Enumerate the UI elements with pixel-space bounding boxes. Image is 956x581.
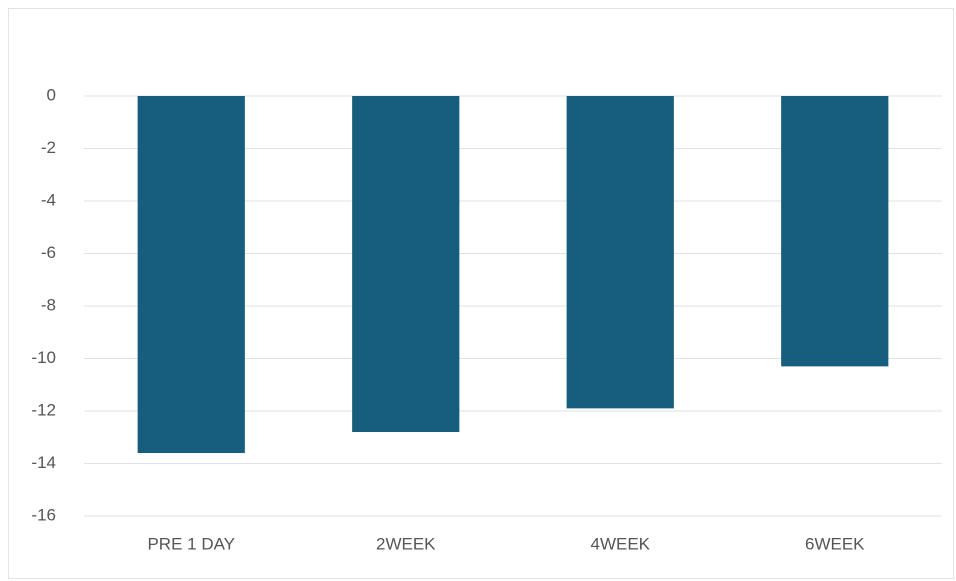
bar [781, 96, 889, 367]
y-tick-label: -14 [31, 453, 56, 472]
bar [566, 96, 674, 409]
y-tick-label: -4 [41, 190, 56, 209]
x-tick-label: PRE 1 DAY [147, 534, 235, 553]
y-tick-label: 0 [47, 85, 56, 104]
x-tick-label: 6WEEK [805, 534, 865, 553]
x-tick-label: 2WEEK [376, 534, 436, 553]
y-tick-label: -10 [31, 348, 56, 367]
y-tick-label: -6 [41, 243, 56, 262]
y-tick-label: -8 [41, 295, 56, 314]
y-tick-label: -12 [31, 400, 56, 419]
bar [137, 96, 245, 453]
y-tick-label: -16 [31, 505, 56, 524]
bar [352, 96, 460, 432]
x-tick-label: 4WEEK [590, 534, 650, 553]
card [8, 8, 954, 579]
y-tick-label: -2 [41, 138, 56, 157]
